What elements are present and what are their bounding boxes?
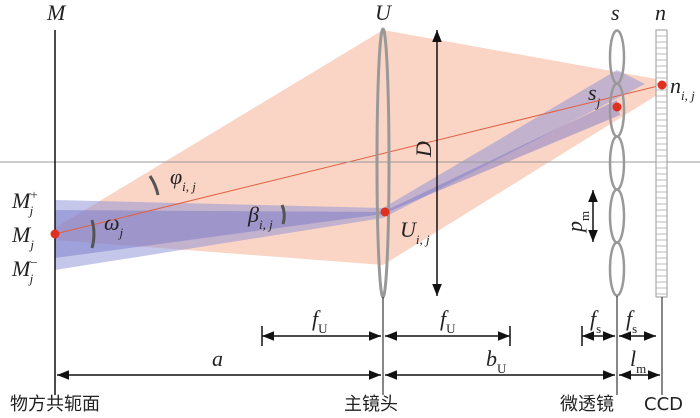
sub: i, j [259, 217, 273, 232]
symbol: b [486, 346, 497, 371]
label: ni, j [670, 73, 695, 103]
label: s [611, 0, 620, 25]
sub: m [636, 361, 646, 376]
label: M+ j [11, 187, 38, 218]
sub: U [318, 321, 328, 336]
label: pm [562, 211, 592, 234]
label: βi, j [247, 202, 273, 232]
sub: j [28, 237, 34, 252]
label: fU [440, 306, 456, 336]
sub: j [28, 271, 34, 286]
symbol: a [212, 346, 223, 371]
sub: U [497, 361, 507, 376]
symbol: n [670, 73, 681, 98]
symbol: M [11, 256, 32, 281]
pixel-bundle [55, 70, 645, 270]
symbol: φ [170, 164, 182, 189]
label: Mj [11, 222, 34, 252]
symbol: M [11, 188, 32, 213]
chief-bundle [55, 100, 620, 258]
sub: i, j [182, 179, 196, 194]
sub: s [632, 321, 637, 336]
label: M [46, 0, 67, 25]
label: fs [626, 306, 637, 336]
label: D [411, 141, 436, 158]
symbol: f [590, 306, 599, 331]
caption: 微透镜 [560, 394, 614, 415]
microlens [608, 135, 626, 191]
microlens [608, 241, 626, 297]
symbol: l [630, 346, 636, 371]
lens-point [380, 207, 390, 217]
object-point [50, 229, 60, 239]
angle-arc [148, 175, 160, 196]
label: sj [588, 80, 601, 110]
microlens-array [608, 29, 626, 297]
sub: j [595, 95, 601, 110]
label: ωj [104, 210, 124, 240]
sub: s [596, 321, 601, 336]
sub: j [28, 203, 34, 218]
symbol: s [588, 80, 597, 105]
symbol: M [11, 222, 32, 247]
sub: i, j [681, 88, 695, 103]
label: n [655, 0, 666, 25]
microlens-point [612, 102, 622, 112]
chief-ray [54, 84, 663, 235]
sup: + [30, 187, 37, 202]
sup: − [30, 255, 37, 270]
pixel-point [657, 80, 667, 90]
label: Ui, j [400, 217, 430, 247]
sub: m [577, 211, 592, 221]
caption: 主镜头 [344, 394, 398, 415]
caption: 物方共轭面 [10, 394, 100, 415]
caption: CCD [644, 394, 683, 415]
label: lm [630, 346, 646, 376]
label: φi, j [170, 164, 196, 194]
label: fs [590, 306, 601, 336]
symbol: f [312, 306, 321, 331]
label: fU [312, 306, 328, 336]
angle-arc [280, 204, 286, 225]
sub: j [118, 225, 124, 240]
label: bU [486, 346, 507, 376]
symbol: f [626, 306, 635, 331]
symbol: ω [104, 210, 120, 235]
sub: i, j [416, 232, 430, 247]
angle-arc [90, 219, 96, 249]
label: M− j [11, 255, 38, 286]
symbol: f [440, 306, 449, 331]
sub: U [446, 321, 456, 336]
label: a [212, 346, 223, 371]
ccd [655, 29, 668, 298]
symbol: U [400, 217, 418, 242]
microlens [608, 188, 626, 244]
symbol: β [247, 202, 259, 227]
label: U [375, 0, 393, 25]
symbol: p [562, 221, 587, 234]
